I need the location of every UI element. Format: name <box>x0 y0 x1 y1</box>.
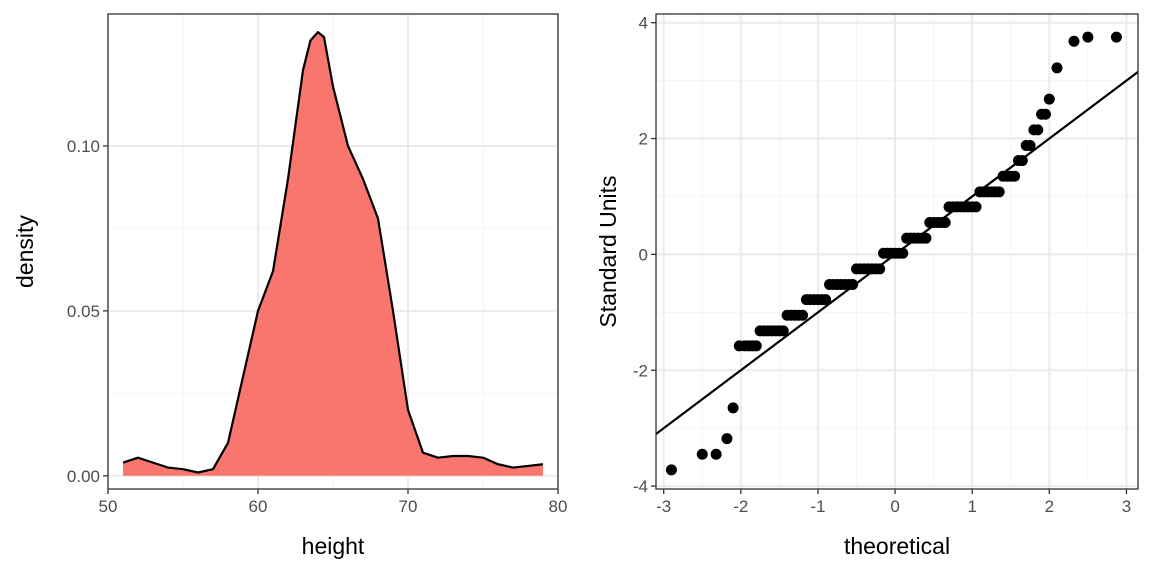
qq-point <box>750 340 762 352</box>
qq-point <box>1009 170 1021 182</box>
qq-point <box>993 186 1005 198</box>
panel-border <box>655 13 1139 490</box>
qq-point <box>721 433 733 445</box>
qq-point <box>939 217 951 229</box>
qq-point <box>874 263 886 275</box>
qq-point <box>696 448 708 460</box>
qq-point <box>727 402 739 414</box>
qq-point <box>777 325 789 337</box>
x-axis-title: theoretical <box>844 533 950 559</box>
qq-point <box>970 201 982 213</box>
x-tick-label: 60 <box>249 497 268 516</box>
qq-point <box>1082 31 1094 43</box>
x-axis-title: height <box>302 533 365 559</box>
y-tick-label: 0.00 <box>67 467 100 486</box>
y-tick-label: 0.10 <box>67 137 100 156</box>
qq-point <box>1051 62 1063 74</box>
qq-point <box>820 294 832 306</box>
qq-point <box>665 464 677 476</box>
x-tick-label: 80 <box>549 497 568 516</box>
density-line <box>122 31 544 474</box>
y-tick-label: 0.05 <box>67 302 100 321</box>
y-tick-label: 4 <box>639 14 648 33</box>
qq-plot-chart: -3 -2 -1 0 1 2 3 -4 -2 0 2 4 theoretical Standard Uni… <box>595 13 1139 559</box>
qq-point <box>710 448 722 460</box>
qq-point <box>1024 139 1036 151</box>
y-tick-label: 0 <box>639 245 648 264</box>
density-area <box>123 32 543 476</box>
x-tick-label: 1 <box>967 497 976 516</box>
qq-point <box>797 309 809 321</box>
x-tick-label: -1 <box>810 497 825 516</box>
qq-point <box>897 247 909 259</box>
y-tick-label: -2 <box>633 361 648 380</box>
qq-point <box>920 232 932 244</box>
qq-point <box>1110 31 1122 43</box>
x-tick-label: -3 <box>656 497 671 516</box>
qq-point <box>847 279 859 291</box>
x-tick-label: 2 <box>1045 497 1054 516</box>
panel-border <box>107 13 559 490</box>
x-tick-label: 3 <box>1122 497 1131 516</box>
x-tick-label: 70 <box>399 497 418 516</box>
qq-point <box>1016 155 1028 167</box>
y-axis-title: density <box>12 215 38 288</box>
x-tick-label: 50 <box>99 497 118 516</box>
qq-point <box>1032 124 1044 136</box>
y-tick-label: 2 <box>639 130 648 149</box>
x-tick-label: 0 <box>890 497 899 516</box>
density-chart: 50 60 70 80 0.00 0.05 0.10 height density <box>12 13 568 559</box>
qq-point <box>1039 108 1051 120</box>
y-tick-label: -4 <box>633 477 648 496</box>
y-axis-title: Standard Units <box>595 175 621 327</box>
qq-point <box>1043 93 1055 105</box>
qq-point <box>1068 35 1080 47</box>
x-tick-label: -2 <box>733 497 748 516</box>
